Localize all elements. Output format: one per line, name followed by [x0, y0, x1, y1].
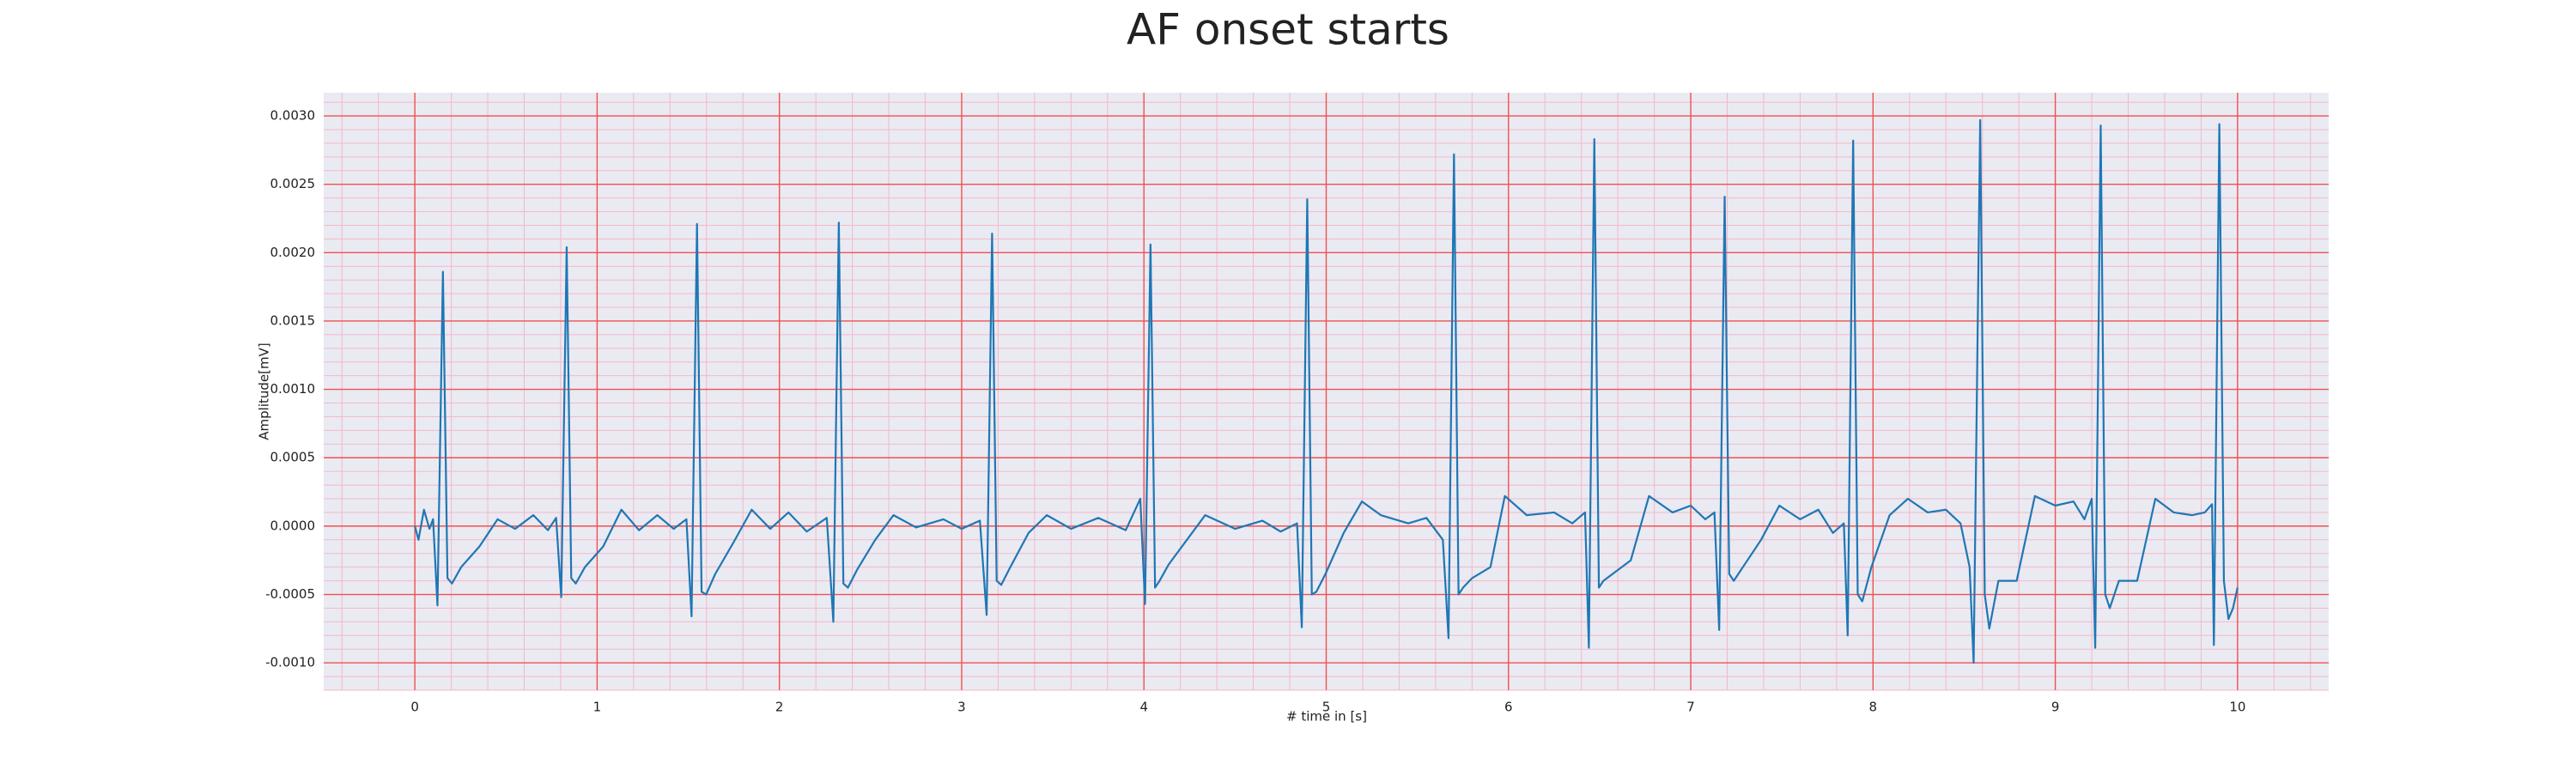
x-tick-label: 2	[775, 700, 784, 715]
y-tick-label: 0.0005	[270, 450, 316, 465]
y-axis-label: Amplitude[mV]	[257, 343, 272, 440]
x-tick-label: 0	[410, 700, 419, 715]
x-axis-label: # time in [s]	[1286, 709, 1367, 724]
ecg-line	[414, 118, 2239, 664]
y-tick-label: -0.0005	[265, 586, 315, 602]
x-tick-label: 6	[1504, 700, 1513, 715]
y-tick-label: 0.0010	[270, 381, 316, 397]
x-tick-label: 5	[1322, 700, 1331, 715]
chart-title: AF onset starts	[1127, 5, 1449, 55]
y-tick-label: 0.0025	[270, 176, 316, 191]
y-tick-label: 0.0015	[270, 312, 316, 328]
x-tick-label: 3	[957, 700, 966, 715]
y-tick-label: 0.0020	[270, 245, 316, 260]
x-tick-label: 9	[2051, 700, 2060, 715]
x-tick-label: 4	[1139, 700, 1148, 715]
x-tick-label: 8	[1869, 700, 1878, 715]
x-tick-label: 10	[2229, 700, 2245, 715]
y-tick-label: 0.0000	[270, 518, 316, 533]
x-tick-label: 1	[593, 700, 602, 715]
y-tick-label: 0.0030	[270, 108, 316, 124]
y-tick-label: -0.0010	[265, 655, 315, 670]
x-tick-label: 7	[1686, 700, 1695, 715]
